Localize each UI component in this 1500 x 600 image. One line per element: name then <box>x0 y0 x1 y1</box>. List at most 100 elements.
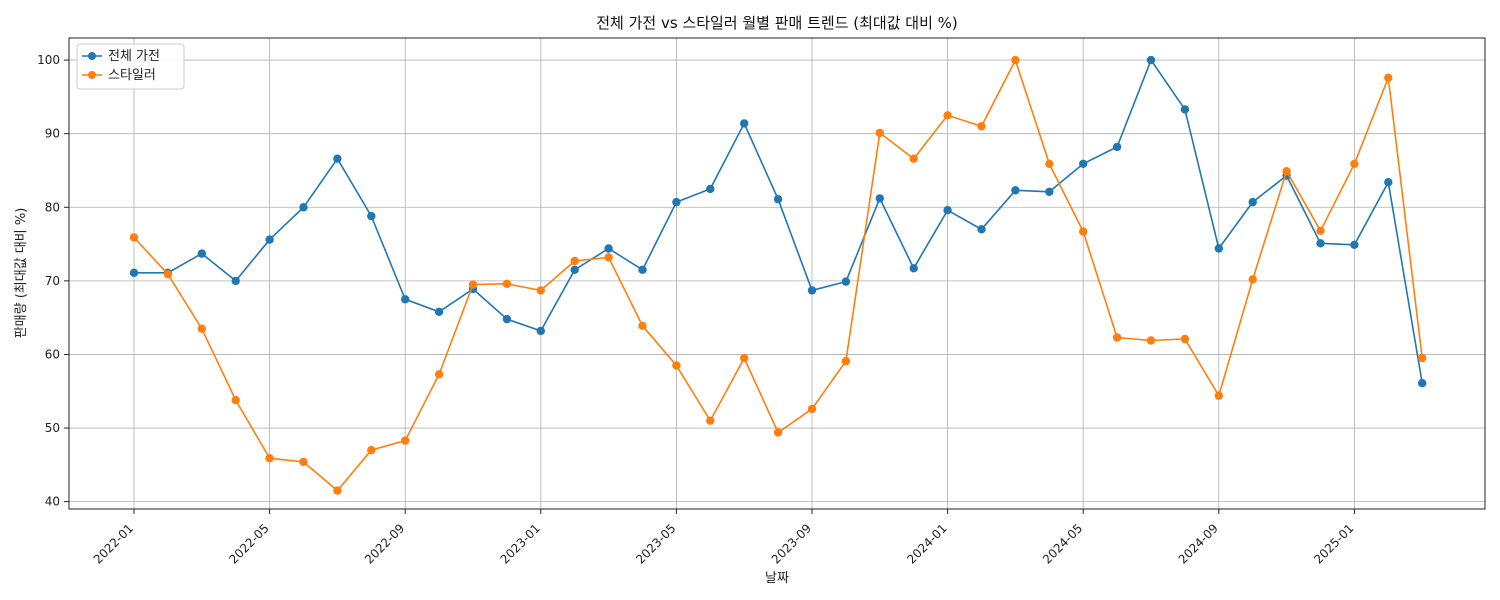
data-point <box>231 395 240 405</box>
data-point <box>1248 197 1257 207</box>
data-point <box>638 265 647 274</box>
y-tick-label: 90 <box>45 127 60 141</box>
legend-marker-total <box>88 52 96 60</box>
y-tick-label: 60 <box>45 347 60 361</box>
data-point <box>265 235 274 244</box>
data-point <box>638 321 647 330</box>
data-point <box>299 203 308 212</box>
data-point <box>1079 159 1088 168</box>
data-point <box>740 353 749 363</box>
data-point <box>129 268 139 277</box>
data-point <box>909 154 918 163</box>
data-point <box>401 436 410 445</box>
data-point <box>570 265 579 274</box>
data-point <box>706 416 715 425</box>
x-tick-label: 2025-01 <box>1311 521 1356 566</box>
series-line <box>134 58 1423 384</box>
data-point <box>299 457 308 467</box>
data-point <box>1180 105 1190 114</box>
x-tick-label: 2024-01 <box>904 521 949 566</box>
data-point <box>1418 353 1427 363</box>
y-tick-label: 40 <box>45 495 60 509</box>
y-tick-label: 70 <box>45 274 60 288</box>
data-point <box>706 184 715 194</box>
data-point <box>333 486 342 495</box>
legend-box <box>76 43 185 90</box>
data-point <box>265 454 274 463</box>
data-point <box>875 194 884 203</box>
series-1 <box>129 55 1427 495</box>
data-point <box>1248 275 1257 284</box>
data-point <box>367 211 376 221</box>
data-point <box>1011 186 1020 195</box>
data-point <box>434 307 444 316</box>
data-point <box>773 195 783 204</box>
data-point <box>1214 244 1224 253</box>
x-tick-label: 2024-09 <box>1176 521 1221 566</box>
x-tick-label: 2022-01 <box>91 521 136 566</box>
data-point <box>1384 73 1393 82</box>
data-point <box>1316 239 1325 248</box>
data-point <box>1112 333 1122 342</box>
data-point <box>197 249 206 258</box>
data-point <box>875 128 884 138</box>
data-point <box>502 314 512 324</box>
data-point <box>773 428 783 437</box>
data-point <box>604 244 613 253</box>
data-point <box>807 286 817 295</box>
legend: 전체 가전 스타일러 <box>76 43 185 90</box>
x-tick-label: 2022-05 <box>226 521 271 566</box>
series-line <box>133 58 1423 492</box>
data-point <box>401 295 410 304</box>
plot-area <box>68 37 1486 510</box>
data-point <box>841 277 851 286</box>
data-point <box>841 356 851 366</box>
legend-label-styler: 스타일러 <box>108 68 156 83</box>
x-tick-label: 2023-09 <box>769 521 814 566</box>
data-point <box>536 326 545 336</box>
chart-title: 전체 가전 vs 스타일러 월별 판매 트렌드 (최대값 대비 %) <box>596 14 958 32</box>
data-point <box>909 264 918 273</box>
x-tick-label: 2024-05 <box>1040 521 1085 566</box>
data-point <box>163 270 173 279</box>
data-point <box>231 276 240 286</box>
data-point <box>1316 226 1325 235</box>
y-tick-label: 80 <box>45 200 60 214</box>
x-tick-label: 2023-05 <box>633 521 678 566</box>
data-point <box>977 122 986 131</box>
data-point <box>1418 379 1427 388</box>
y-tick-label: 50 <box>45 421 60 435</box>
data-point <box>807 404 817 414</box>
y-axis-label: 판매량 (최대값 대비 %) <box>14 208 29 339</box>
data-point <box>604 253 613 262</box>
y-tick-label: 100 <box>37 53 60 67</box>
data-point <box>1214 391 1224 400</box>
data-point <box>943 111 952 120</box>
legend-label-total: 전체 가전 <box>108 49 160 64</box>
data-point <box>1045 159 1054 168</box>
data-point <box>536 286 545 295</box>
data-point <box>1011 55 1020 65</box>
data-point <box>672 197 681 207</box>
data-point <box>570 256 579 266</box>
data-point <box>367 445 376 455</box>
data-point <box>468 280 478 289</box>
x-tick-label: 2023-01 <box>498 521 543 566</box>
data-point <box>1282 167 1291 176</box>
data-point <box>672 361 681 370</box>
grid-lines <box>69 38 1485 509</box>
data-point <box>1350 240 1359 249</box>
y-axis-ticks: 40 50 60 70 80 90 100 <box>37 53 69 509</box>
data-point <box>502 279 512 288</box>
data-point <box>977 225 986 234</box>
data-point <box>1112 142 1122 152</box>
x-axis-ticks: 2022-01 2022-05 2022-09 2023-01 2023-05 2023-… <box>91 509 1357 567</box>
x-axis-label: 날짜 <box>765 571 789 586</box>
data-point <box>129 233 139 242</box>
data-point <box>1350 159 1359 168</box>
x-tick-label: 2022-09 <box>362 521 407 566</box>
data-point <box>197 324 206 333</box>
data-point <box>333 154 342 163</box>
series-lines <box>129 55 1427 495</box>
